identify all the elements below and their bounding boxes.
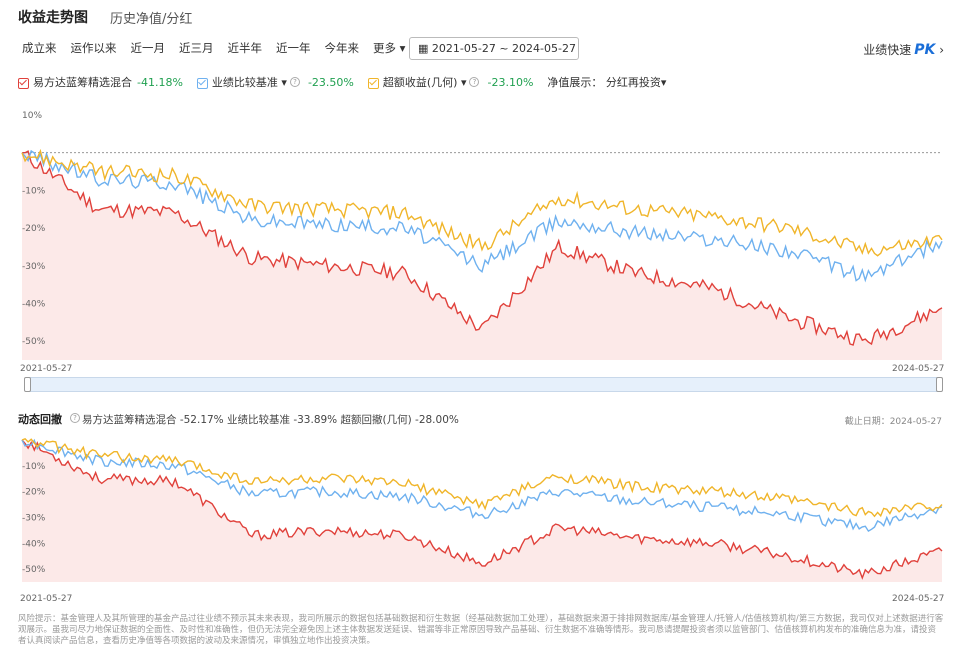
fund-area xyxy=(22,151,942,360)
range-since-inception[interactable]: 成立来 xyxy=(22,41,57,55)
series-legend: 易方达蓝筹精选混合 -41.18% 业绩比较基准 ▾ ? -23.50% 超额收… xyxy=(18,74,666,90)
series-line-2 xyxy=(21,148,943,257)
y-tick-label: -10% xyxy=(22,462,46,472)
y-tick-label: 10% xyxy=(22,111,42,121)
range-ytd[interactable]: 今年来 xyxy=(324,41,360,55)
bench-name[interactable]: 业绩比较基准 ▾ xyxy=(211,76,287,89)
info-icon[interactable]: ? xyxy=(289,77,300,87)
fund-area xyxy=(22,440,942,582)
drawdown-chart: -10% -20% -30% -40% -50% xyxy=(21,437,943,582)
excess-checkbox[interactable] xyxy=(367,77,379,89)
info-icon[interactable]: ? xyxy=(469,77,480,87)
series-line-1 xyxy=(21,149,943,283)
dd-x-end-label: 2024-05-27 xyxy=(892,594,945,604)
series-line-1 xyxy=(21,438,943,533)
y-tick-label: -30% xyxy=(22,513,46,523)
excess-name[interactable]: 超额收益(几何) ▾ xyxy=(382,76,467,89)
range-6m[interactable]: 近半年 xyxy=(227,41,263,55)
fund-checkbox[interactable] xyxy=(18,77,29,89)
fund-name: 易方达蓝筹精选混合 xyxy=(33,76,132,89)
dd-x-start-label: 2021-05-27 xyxy=(20,594,73,604)
tab-history-nav[interactable]: 历史净值/分红 xyxy=(110,12,193,27)
range-1y[interactable]: 近一年 xyxy=(276,41,311,55)
info-icon[interactable]: ? xyxy=(70,413,80,423)
navigator-left-handle[interactable] xyxy=(24,377,31,392)
range-navigator[interactable] xyxy=(27,377,941,392)
bench-checkbox[interactable] xyxy=(196,77,208,89)
range-3m[interactable]: 近三月 xyxy=(179,41,214,55)
yield-chart: 10% -10% -20% -30% -40% -50% xyxy=(21,111,943,360)
series-line-0 xyxy=(22,150,943,346)
drawdown-legend: 易方达蓝筹精选混合 -52.17% 业绩比较基准 -33.89% 超额回撤(几何… xyxy=(82,414,459,426)
y-tick-label: -50% xyxy=(22,565,46,575)
y-tick-label: -20% xyxy=(22,488,46,498)
x-end-label: 2024-05-27 xyxy=(892,364,945,374)
nav-display-mode[interactable]: 净值展示： 分红再投资▾ xyxy=(547,76,667,89)
range-more[interactable]: 更多 ▾ xyxy=(373,41,406,55)
pk-link[interactable]: 业绩快速 PK › xyxy=(863,42,944,58)
range-since-operation[interactable]: 运作以来 xyxy=(70,41,117,55)
x-start-label: 2021-05-27 xyxy=(20,364,73,374)
bench-return: -23.50% xyxy=(307,75,354,89)
y-tick-label: -40% xyxy=(22,539,46,549)
risk-disclaimer: 风险提示：基金管理人及其所管理的基金产品过往业绩不预示其未来表现，我司所展示的数… xyxy=(18,614,944,646)
calendar-icon: ▦ xyxy=(418,42,429,55)
deadline-date: 截止日期：2024-05-27 xyxy=(844,417,942,427)
y-tick-label: -20% xyxy=(22,224,46,234)
y-tick-label: -10% xyxy=(22,186,46,196)
y-tick-label: -50% xyxy=(22,337,46,347)
range-selector: 成立来 运作以来 近一月 近三月 近半年 近一年 今年来 更多 ▾ xyxy=(22,40,419,56)
chevron-right-icon: › xyxy=(939,43,944,57)
drawdown-title: 动态回撤 xyxy=(18,413,62,426)
date-range-picker[interactable]: ▦ 2021-05-27 ~ 2024-05-27 xyxy=(409,37,579,60)
series-line-0 xyxy=(21,439,943,580)
series-line-2 xyxy=(21,437,943,518)
y-tick-label: -30% xyxy=(22,262,46,272)
date-range-value: 2021-05-27 ~ 2024-05-27 xyxy=(431,42,576,55)
excess-return: -23.10% xyxy=(487,75,534,89)
tab-yield-trend[interactable]: 收益走势图 xyxy=(18,10,88,26)
range-1m[interactable]: 近一月 xyxy=(130,41,166,55)
fund-return: -41.18% xyxy=(137,75,183,89)
y-tick-label: -40% xyxy=(22,299,46,309)
navigator-right-handle[interactable] xyxy=(936,377,943,392)
